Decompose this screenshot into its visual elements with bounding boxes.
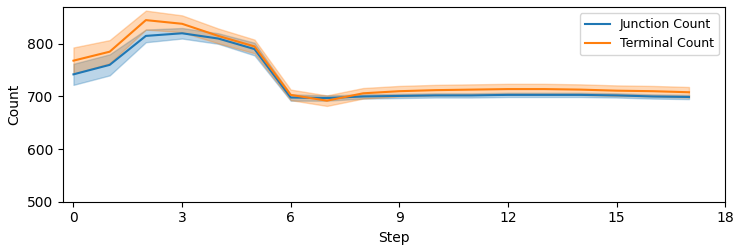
Y-axis label: Count: Count bbox=[7, 84, 21, 125]
Terminal Count bbox=[395, 90, 404, 93]
Junction Count bbox=[142, 34, 150, 37]
Terminal Count bbox=[685, 91, 694, 94]
Terminal Count bbox=[214, 34, 223, 37]
Line: Terminal Count: Terminal Count bbox=[73, 20, 689, 101]
Terminal Count bbox=[69, 59, 78, 62]
Terminal Count bbox=[539, 88, 548, 91]
Line: Junction Count: Junction Count bbox=[73, 33, 689, 98]
Junction Count bbox=[685, 96, 694, 99]
Terminal Count bbox=[359, 92, 368, 95]
Junction Count bbox=[503, 93, 512, 97]
Legend: Junction Count, Terminal Count: Junction Count, Terminal Count bbox=[580, 13, 719, 55]
Junction Count bbox=[178, 32, 187, 35]
Terminal Count bbox=[648, 90, 657, 93]
Junction Count bbox=[468, 94, 476, 97]
Junction Count bbox=[322, 97, 331, 100]
Terminal Count bbox=[286, 93, 295, 97]
Junction Count bbox=[214, 37, 223, 40]
Terminal Count bbox=[142, 19, 150, 22]
Terminal Count bbox=[576, 88, 585, 91]
Junction Count bbox=[612, 94, 621, 97]
Terminal Count bbox=[322, 99, 331, 102]
Terminal Count bbox=[178, 22, 187, 25]
Terminal Count bbox=[105, 50, 114, 53]
Junction Count bbox=[105, 63, 114, 66]
Junction Count bbox=[395, 94, 404, 98]
Junction Count bbox=[250, 48, 259, 51]
Terminal Count bbox=[468, 88, 476, 91]
X-axis label: Step: Step bbox=[378, 231, 410, 245]
Junction Count bbox=[69, 73, 78, 76]
Junction Count bbox=[359, 95, 368, 98]
Terminal Count bbox=[431, 89, 440, 92]
Terminal Count bbox=[612, 89, 621, 92]
Terminal Count bbox=[250, 45, 259, 48]
Junction Count bbox=[431, 94, 440, 97]
Junction Count bbox=[539, 93, 548, 97]
Junction Count bbox=[648, 95, 657, 98]
Junction Count bbox=[286, 96, 295, 99]
Terminal Count bbox=[503, 88, 512, 91]
Junction Count bbox=[576, 93, 585, 97]
